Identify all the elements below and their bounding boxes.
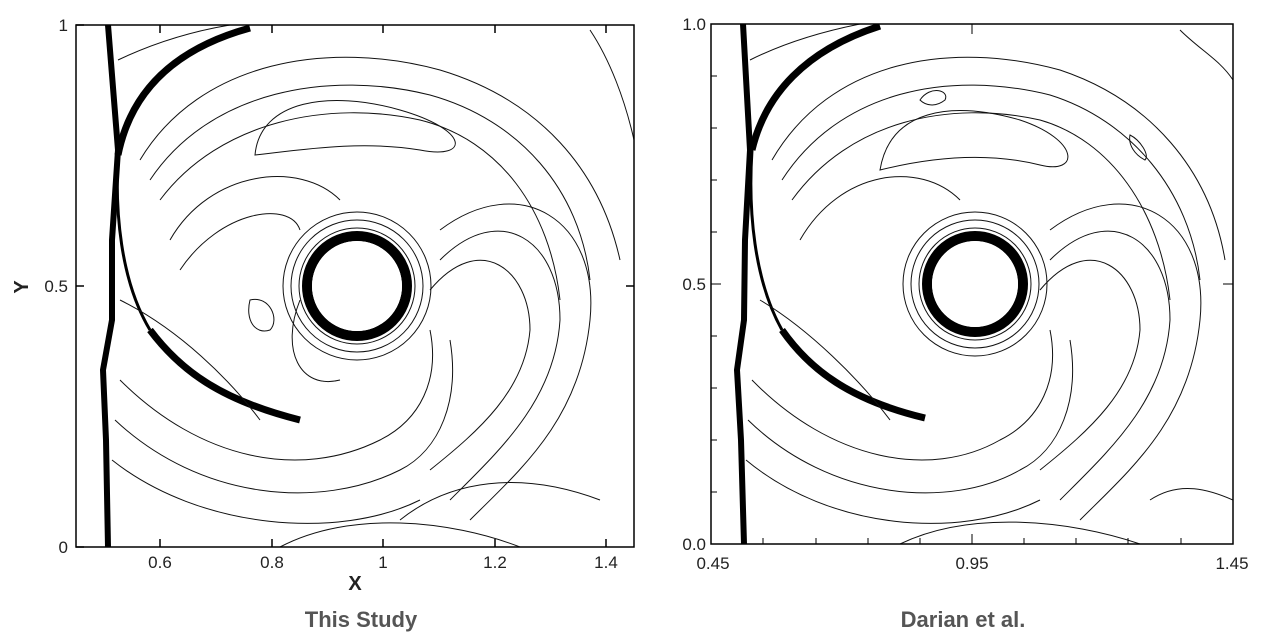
cylinder-contours bbox=[302, 231, 412, 341]
plot-area bbox=[99, 25, 634, 547]
contour-lines bbox=[745, 24, 1233, 544]
y-tick-label: 1 bbox=[59, 16, 68, 35]
cylinder-contours bbox=[922, 231, 1028, 337]
panel-this-study: 0.6 0.8 1 1.2 1.4 0 0.5 1 X Y This Study bbox=[11, 16, 635, 632]
panel-darian: 0.45 0.95 1.45 0.0 0.5 1.0 Darian et al. bbox=[682, 15, 1248, 632]
x-tick-label: 1 bbox=[378, 553, 387, 572]
shock-front bbox=[733, 24, 754, 544]
x-tick-label: 0.45 bbox=[696, 554, 729, 573]
reflected-shock bbox=[748, 24, 926, 422]
y-tick-label: 0.0 bbox=[682, 535, 706, 554]
contour-lines bbox=[111, 25, 634, 547]
y-tick-label: 0.5 bbox=[44, 277, 68, 296]
x-tick-label: 1.2 bbox=[483, 553, 507, 572]
plot-area bbox=[733, 24, 1233, 544]
panel-caption: This Study bbox=[305, 607, 418, 632]
x-axis-label: X bbox=[348, 573, 362, 595]
y-tick-label: 1.0 bbox=[682, 15, 706, 34]
shock-front bbox=[99, 25, 122, 547]
tick-marks bbox=[711, 24, 1233, 544]
y-tick-label: 0.5 bbox=[682, 275, 706, 294]
tick-marks bbox=[76, 24, 634, 548]
x-tick-label: 0.6 bbox=[148, 553, 172, 572]
x-tick-label: 0.8 bbox=[260, 553, 284, 572]
x-tick-label: 1.4 bbox=[594, 553, 618, 572]
x-tick-label: 1.45 bbox=[1215, 554, 1248, 573]
panel-caption: Darian et al. bbox=[901, 607, 1026, 632]
reflected-shock bbox=[114, 25, 301, 424]
y-tick-label: 0 bbox=[59, 538, 68, 557]
y-axis-label: Y bbox=[11, 280, 33, 294]
x-tick-label: 0.95 bbox=[955, 554, 988, 573]
